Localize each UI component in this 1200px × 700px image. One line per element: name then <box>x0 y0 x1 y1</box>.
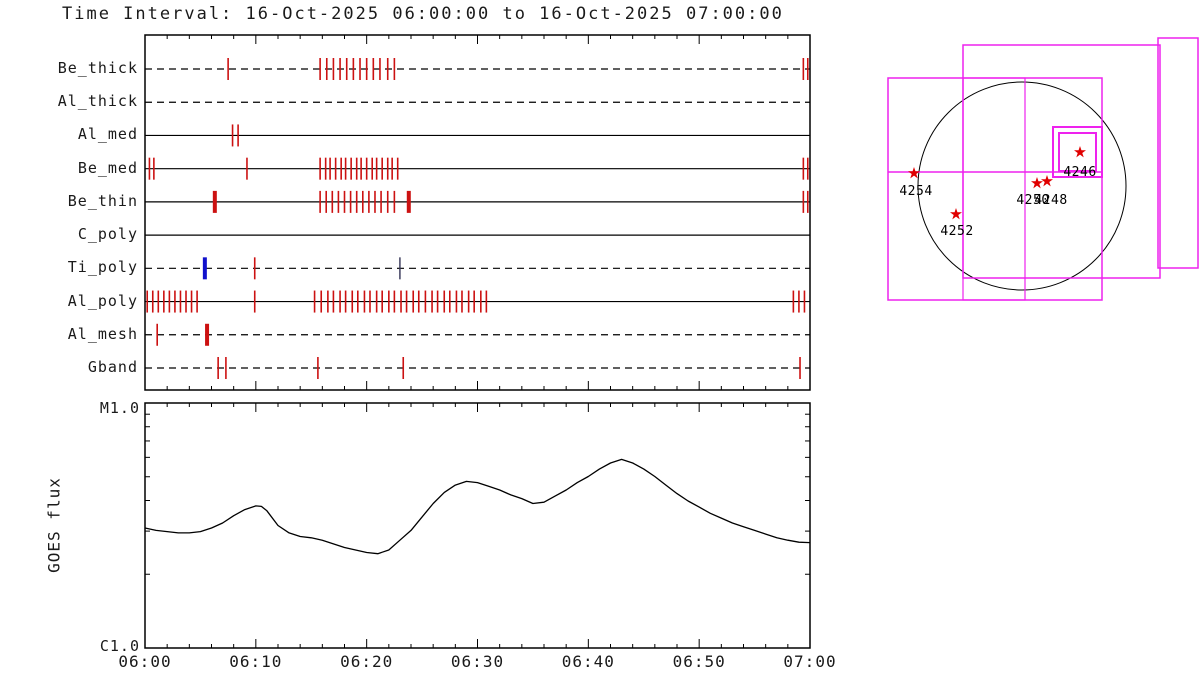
x-tick-label-0630: 06:30 <box>450 652 505 671</box>
ar-label-4248: 4248 <box>1034 193 1068 208</box>
active-region-star-icon: ★ <box>1073 139 1086 164</box>
x-tick-label-0700: 07:00 <box>783 652 837 671</box>
x-tick-label-0620: 06:20 <box>340 652 394 671</box>
row-label-be-thick: Be_thick <box>57 59 138 77</box>
solar-limb-circle <box>917 81 1127 291</box>
row-label-ti-poly: Ti_poly <box>67 258 138 276</box>
active-region-star-icon: ★ <box>949 201 962 226</box>
x-tick-label-0610: 06:10 <box>229 652 283 671</box>
fov-box <box>1052 126 1103 178</box>
ar-label-4246: 4246 <box>1063 165 1097 180</box>
row-label-al-mesh: Al_mesh <box>67 325 138 343</box>
row-label-al-med: Al_med <box>77 125 138 143</box>
fov-box <box>962 77 1026 301</box>
fov-box <box>962 44 1161 279</box>
fov-box <box>1058 132 1097 172</box>
row-label-al-thick: Al_thick <box>57 92 138 110</box>
row-label-c-poly: C_poly <box>77 225 138 243</box>
active-region-star-icon: ★ <box>1040 168 1053 193</box>
row-label-gband: Gband <box>87 358 138 376</box>
y-axis-label-goes-flux: GOES flux <box>44 477 64 573</box>
ar-label-4252: 4252 <box>940 224 974 239</box>
y-tick-label-c1: C1.0 <box>99 637 140 655</box>
row-label-be-med: Be_med <box>77 159 138 177</box>
plot-title: Time Interval: 16-Oct-2025 06:00:00 to 1… <box>62 4 784 24</box>
row-label-al-poly: Al_poly <box>67 292 138 310</box>
row-label-be-thin: Be_thin <box>67 192 138 210</box>
x-tick-label-0600: 06:00 <box>118 652 172 671</box>
active-region-star-icon: ★ <box>907 160 920 185</box>
fov-box <box>1157 37 1199 269</box>
ar-label-4254: 4254 <box>899 184 933 199</box>
ar-label-4250: 4250 <box>1016 193 1050 208</box>
active-region-star-icon: ★ <box>1030 170 1043 195</box>
y-tick-label-m1: M1.0 <box>99 399 140 417</box>
x-tick-label-0640: 06:40 <box>561 652 615 671</box>
goes-flux-curve <box>144 458 811 555</box>
x-tick-label-0650: 06:50 <box>672 652 726 671</box>
